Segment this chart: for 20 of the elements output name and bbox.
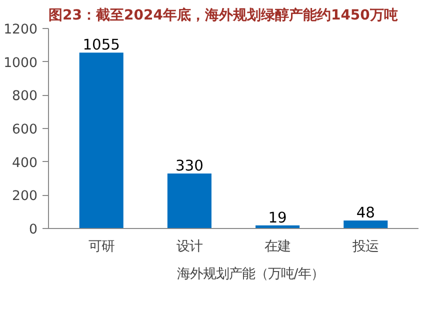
x-tick-label: 设计 [176,240,202,254]
y-tick-label: 0 [29,222,38,238]
data-label: 1055 [82,36,120,54]
bar [79,52,124,228]
text: 海外规划产能（万吨/年） [176,266,324,283]
x-tick-label: 投运 [352,240,379,254]
y-tick-label: 1200 [4,22,38,38]
data-label: 330 [175,158,204,174]
y-tick-label: 600 [12,122,38,138]
x-tick-label: 在建 [264,240,291,254]
y-tick-label: 1000 [4,56,38,71]
x-tick-label: 可研 [88,240,114,254]
data-label: 19 [268,209,287,226]
y-tick-label: 400 [12,156,38,171]
bar [344,220,388,228]
y-tick-label: 800 [12,89,38,104]
bar [167,174,212,228]
y-tick-label: 200 [12,189,38,204]
chart-title: 图23：截至2024年底，海外规划绿醇产能约1450万吨 [48,6,398,24]
data-label: 48 [356,204,375,222]
